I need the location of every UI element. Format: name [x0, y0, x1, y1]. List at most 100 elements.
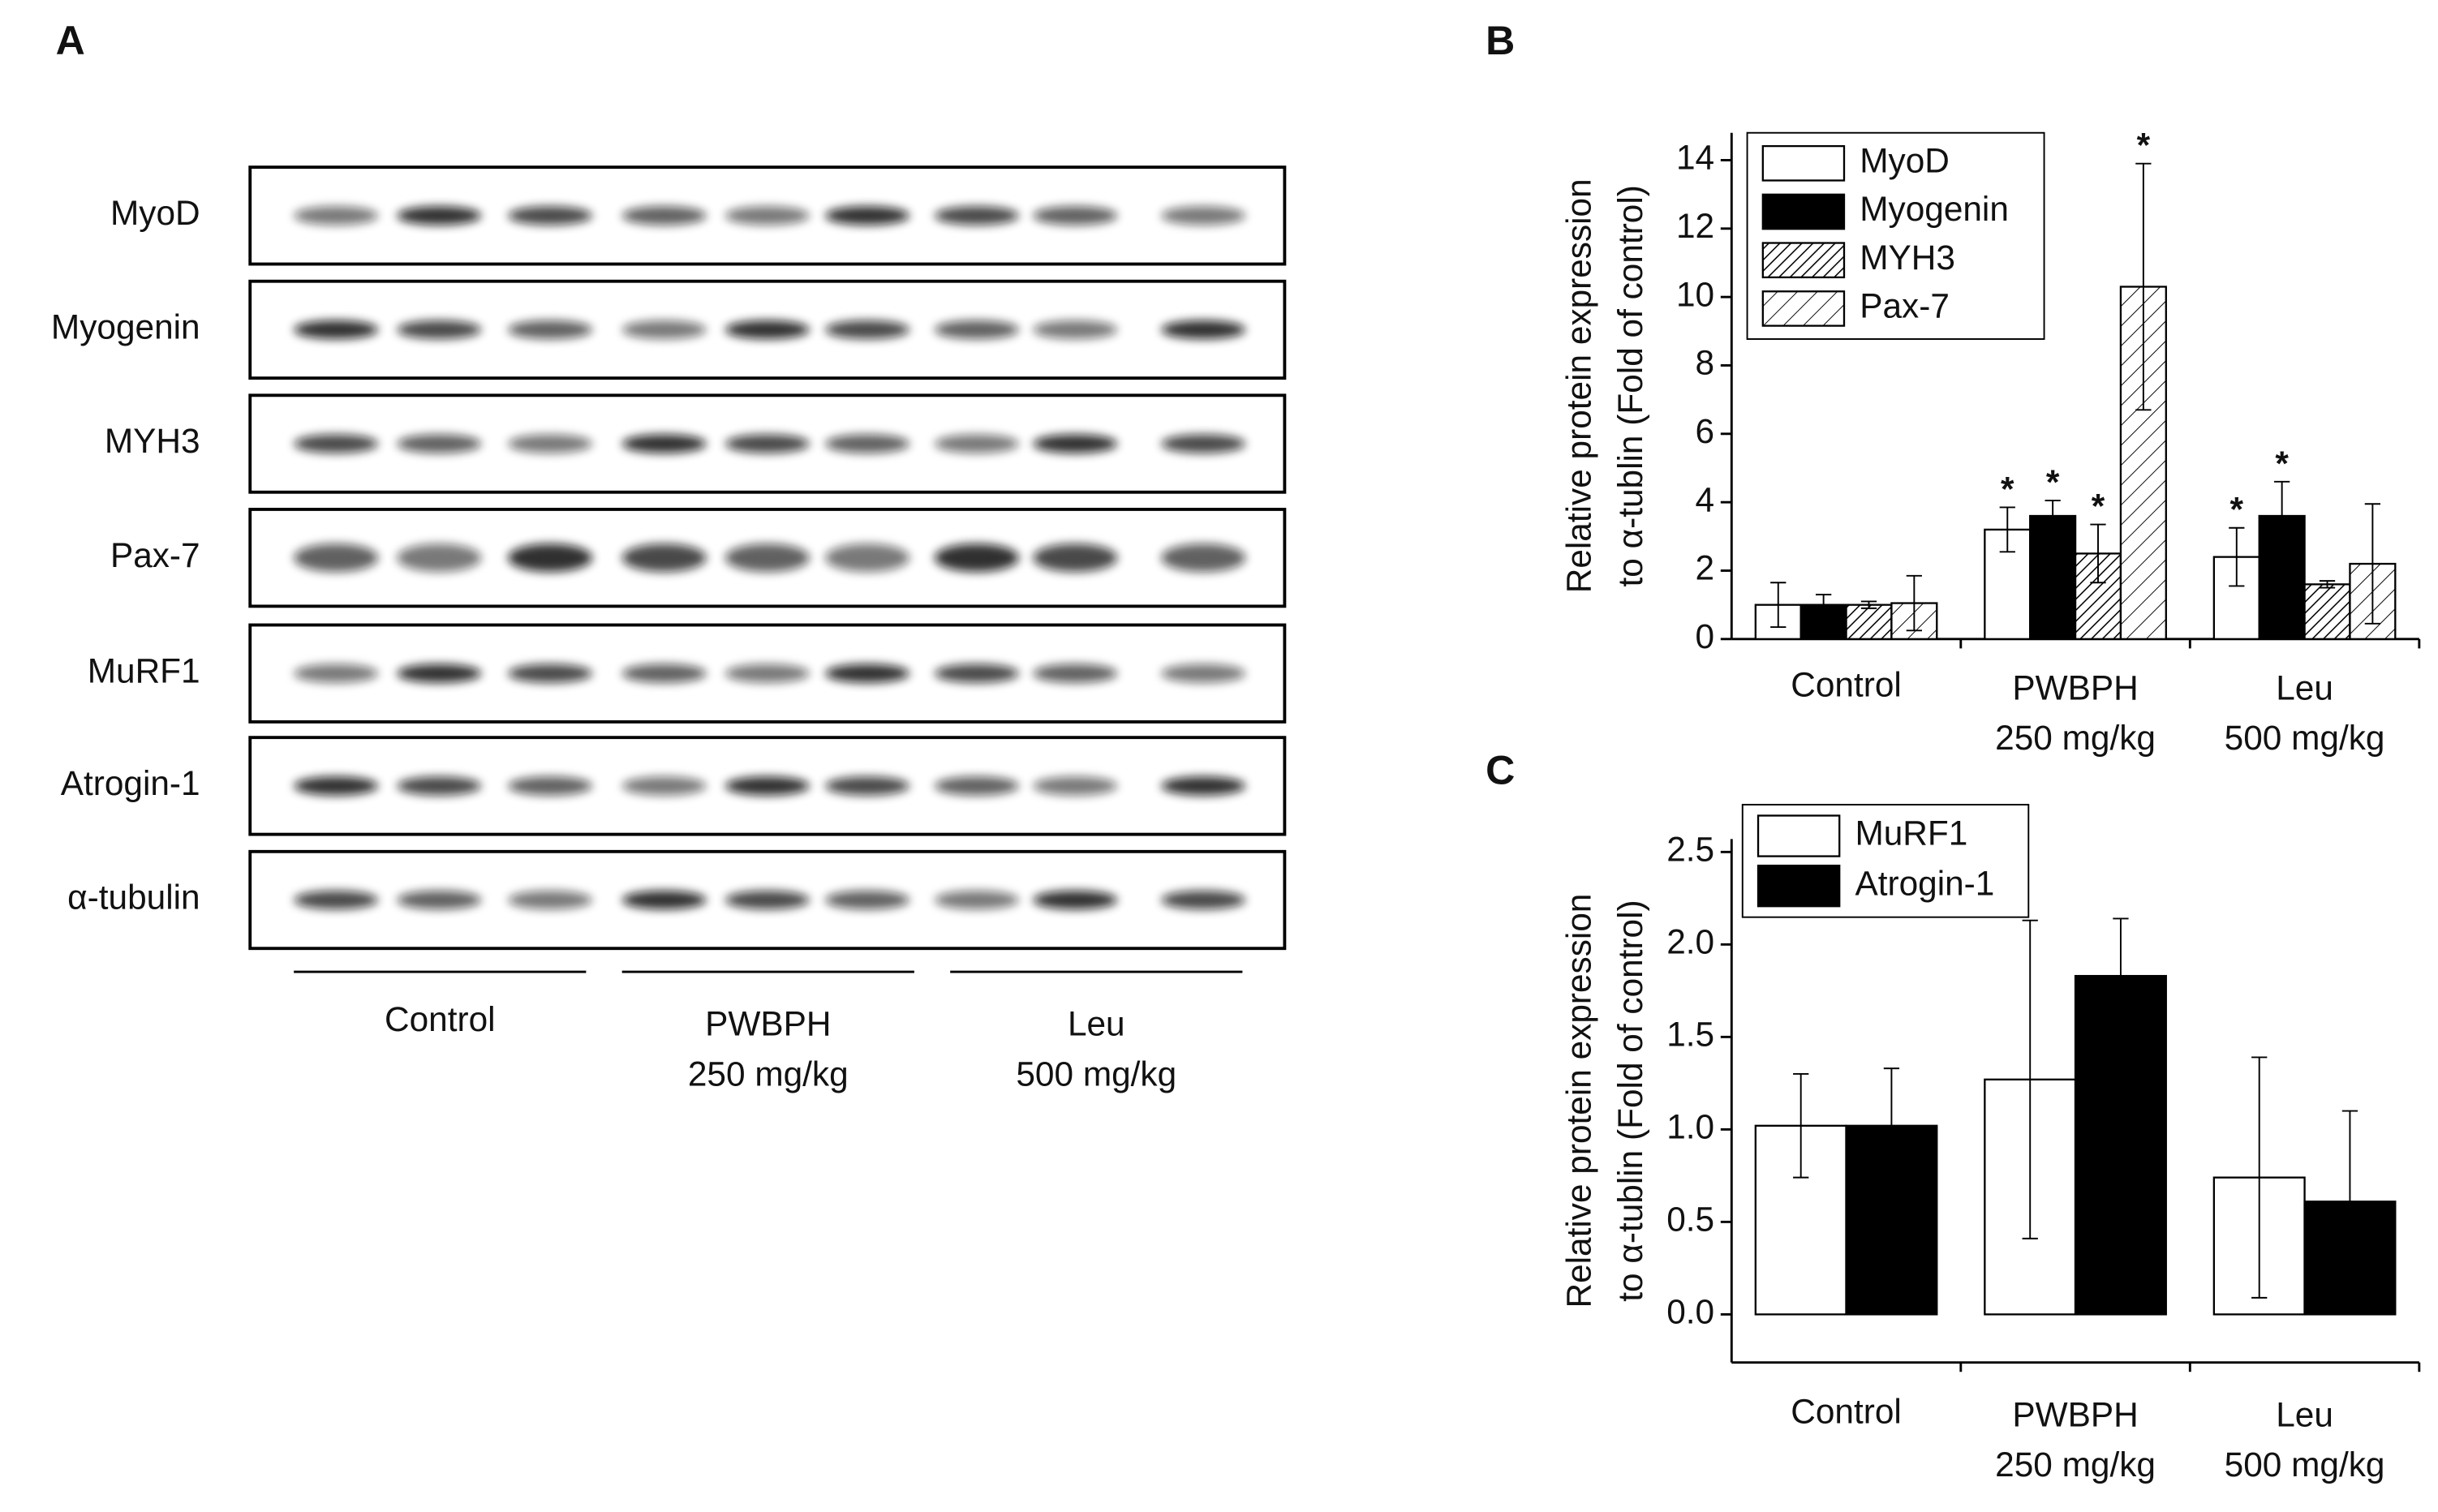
row-label: α-tubulin	[67, 878, 200, 917]
x-tick-label: 250 mg/kg	[1995, 719, 2156, 757]
y-tick-label: 8	[1696, 344, 1715, 382]
y-tick-label: 0.0	[1666, 1293, 1714, 1331]
blot-band	[1161, 320, 1246, 339]
panel-letter: C	[1486, 748, 1515, 793]
group-label: Leu	[1068, 1005, 1125, 1043]
x-tick-label: PWBPH	[2012, 669, 2138, 707]
significance-mark: *	[2137, 127, 2151, 165]
blot-band	[397, 890, 482, 910]
y-tick-label: 0	[1696, 617, 1715, 655]
x-tick-label: Control	[1791, 666, 1902, 704]
group-label: PWBPH	[705, 1005, 831, 1043]
blot-band	[508, 776, 593, 796]
significance-mark: *	[2092, 487, 2105, 525]
blot-band	[621, 206, 707, 226]
group-label: Control	[385, 1000, 496, 1038]
row-label: Pax-7	[110, 536, 200, 574]
x-tick-label: 500 mg/kg	[2225, 719, 2385, 757]
blot-band	[397, 776, 482, 796]
panel-letter: B	[1486, 18, 1515, 63]
blot-band	[825, 206, 910, 226]
y-axis-label: to α-tublin (Fold of control)	[1611, 185, 1649, 586]
row-label: Myogenin	[51, 308, 200, 346]
y-tick-label: 4	[1696, 480, 1715, 518]
blot-band	[825, 664, 910, 683]
y-axis-label: Relative protein expression	[1560, 894, 1598, 1308]
blot-band	[621, 320, 707, 339]
blot-band	[294, 664, 379, 683]
blot-band	[508, 434, 593, 453]
y-tick-label: 14	[1676, 139, 1714, 177]
y-tick-label: 2.5	[1666, 831, 1714, 869]
blot-band	[508, 890, 593, 910]
y-tick-label: 1.0	[1666, 1108, 1714, 1146]
blot-band	[934, 664, 1019, 683]
blot-band	[508, 543, 593, 572]
blot-band	[397, 664, 482, 683]
blot-band	[1161, 543, 1246, 572]
blot-band	[725, 776, 810, 796]
x-tick-label: Leu	[2276, 669, 2333, 707]
blot-band	[1033, 776, 1118, 796]
blot-band	[621, 890, 707, 910]
row-label: MYH3	[105, 422, 200, 460]
y-tick-label: 2.0	[1666, 923, 1714, 961]
blot-band	[397, 320, 482, 339]
significance-mark: *	[2230, 491, 2244, 529]
significance-mark: *	[2046, 463, 2060, 501]
legend-label: Pax-7	[1860, 287, 1950, 325]
blot-band	[1161, 776, 1246, 796]
y-tick-label: 12	[1676, 207, 1714, 245]
bar	[2303, 583, 2351, 640]
x-tick-label: 500 mg/kg	[2225, 1445, 2385, 1484]
blot-band	[1033, 890, 1118, 910]
y-tick-label: 6	[1696, 412, 1715, 450]
significance-mark: *	[2001, 470, 2014, 508]
significance-mark: *	[2275, 445, 2289, 483]
blot-band	[294, 320, 379, 339]
group-label: 500 mg/kg	[1016, 1055, 1176, 1093]
bar	[2029, 514, 2077, 640]
blot-band	[294, 206, 379, 226]
blot-band	[294, 543, 379, 572]
legend-swatch	[1761, 193, 1846, 230]
blot-band	[1161, 206, 1246, 226]
legend-swatch	[1761, 242, 1846, 279]
blot-band	[725, 664, 810, 683]
legend-label: MyoD	[1860, 141, 1950, 179]
blot-band	[825, 890, 910, 910]
blot-band	[397, 206, 482, 226]
blot-band	[508, 664, 593, 683]
x-tick-label: PWBPH	[2012, 1395, 2138, 1433]
y-axis-label: to α-tublin (Fold of control)	[1611, 900, 1649, 1301]
row-label: MuRF1	[88, 651, 200, 689]
blot-band	[294, 890, 379, 910]
legend-label: Atrogin-1	[1855, 864, 1994, 902]
blot-band	[934, 543, 1019, 572]
blot-band	[621, 776, 707, 796]
legend-swatch	[1756, 814, 1841, 857]
group-label: 250 mg/kg	[688, 1055, 849, 1093]
blot-band	[725, 206, 810, 226]
blot-band	[621, 543, 707, 572]
blot-band	[934, 206, 1019, 226]
row-label: Atrogin-1	[61, 764, 200, 802]
row-label: MyoD	[110, 194, 200, 232]
panel-letter: A	[56, 18, 85, 63]
blot-band	[1033, 543, 1118, 572]
y-tick-label: 1.5	[1666, 1016, 1714, 1054]
blot-band	[294, 776, 379, 796]
y-tick-label: 0.5	[1666, 1201, 1714, 1239]
blot-band	[825, 434, 910, 453]
bar	[1845, 604, 1893, 640]
blot-band	[725, 434, 810, 453]
blot-band	[825, 543, 910, 572]
blot-band	[934, 434, 1019, 453]
blot-band	[1033, 664, 1118, 683]
blot-band	[621, 434, 707, 453]
x-tick-label: Leu	[2276, 1395, 2333, 1433]
legend-label: Myogenin	[1860, 190, 2009, 228]
blot-band	[1161, 434, 1246, 453]
x-tick-label: Control	[1791, 1392, 1902, 1430]
